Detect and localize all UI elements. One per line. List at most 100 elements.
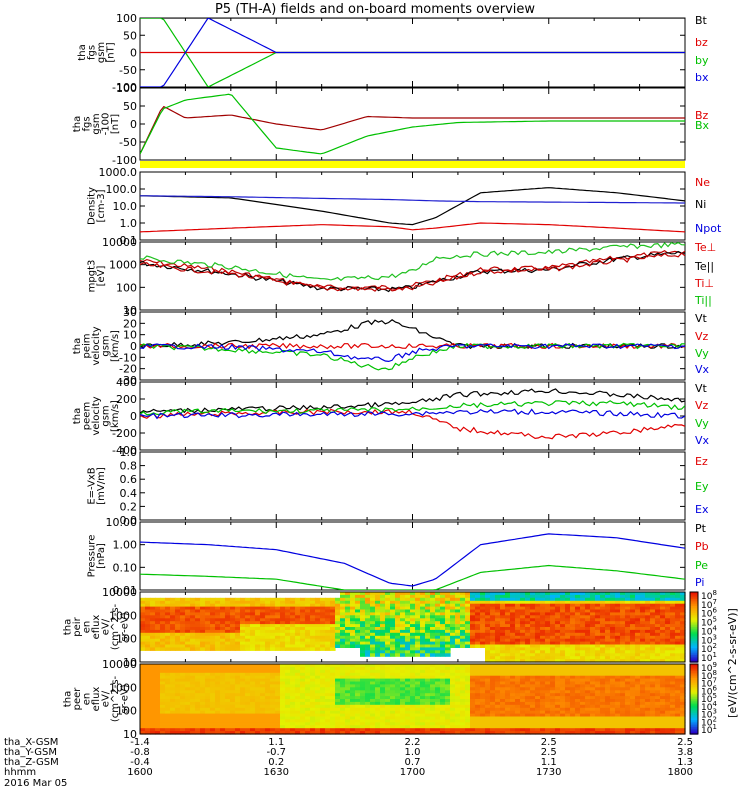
- y-tick-label: 0.1: [120, 234, 138, 247]
- x-gsm-value: 1.1: [268, 737, 284, 748]
- y-axis-label: Density: [86, 187, 97, 225]
- y-axis-label: sr-eV): [120, 684, 131, 713]
- series-Ne: [140, 222, 685, 233]
- y-tick-label: 100.0: [106, 183, 138, 196]
- y-axis-label: tha: [72, 408, 83, 424]
- legend-Te: Te⊥: [694, 241, 716, 254]
- y-tick-label: -100: [112, 154, 137, 167]
- y-axis-label: [nT]: [105, 42, 116, 62]
- y-tick-label: 1.00: [113, 539, 138, 552]
- y-tick-label: 50: [123, 29, 137, 42]
- y-tick-label: 0.8: [120, 460, 138, 473]
- y-tick-label: 20: [123, 317, 137, 330]
- series-group-density: [140, 187, 685, 233]
- y-axis-label: gsm: [101, 335, 112, 356]
- series-bx: [140, 18, 685, 87]
- series-Bx: [140, 93, 685, 155]
- series-Ni: [140, 187, 685, 226]
- panel-vel_peim: 3020100-10-20-30thapeimvelocitygsm[km/s]…: [72, 306, 710, 387]
- legend-Pt: Pt: [695, 522, 707, 535]
- y-axis-label: peir: [72, 616, 83, 636]
- legend-Bx: Bx: [695, 119, 710, 132]
- time-tick-label: 1800: [668, 767, 693, 778]
- y-tick-label: 200: [116, 393, 137, 406]
- x-row-label: tha_Y-GSM: [4, 747, 57, 758]
- panel-temp: 10000 1000 100 10 mpgt3[eV] Te⊥ Te|| Ti⊥ Ti||: [86, 236, 716, 317]
- y-tick-label: 1000: [109, 681, 137, 694]
- series-Pe: [140, 564, 685, 590]
- y-axis-label: Pressure: [86, 535, 97, 578]
- y-tick-label: -100: [112, 81, 137, 94]
- y-tick-label: 0: [130, 47, 137, 60]
- legend-Pi: Pi: [695, 576, 704, 589]
- y-axis-label: en: [82, 621, 93, 634]
- y-tick-label: 100: [116, 705, 137, 718]
- x-row-label: hhmm: [4, 767, 36, 778]
- legend-bx: bx: [695, 71, 709, 84]
- y-axis-label: peem: [82, 402, 93, 430]
- heatmap-frame: [139, 663, 686, 735]
- y-tick-label: -400: [112, 444, 137, 457]
- y-axis-label: tha: [63, 691, 74, 707]
- y-tick-label: 50: [123, 100, 137, 113]
- time-tick-label: 1730: [536, 767, 561, 778]
- y-tick-label: 10: [123, 329, 137, 342]
- y-gsm-value: 1.0: [405, 747, 421, 758]
- series-group-pressure: [140, 533, 685, 590]
- y-tick-label: 1.0: [120, 217, 138, 230]
- y-tick-label: 400: [116, 376, 137, 389]
- y-axis-label: gsm: [96, 42, 107, 63]
- y-axis-label: eV/: [101, 690, 112, 707]
- series-Vy: [140, 400, 685, 416]
- y-tick-label: 0.10: [113, 561, 138, 574]
- y-tick-label: 1000.0: [99, 166, 138, 179]
- y-tick-label: 10000: [102, 236, 137, 249]
- panel-frame: [139, 451, 686, 521]
- y-axis-label: (cm^2-s-: [110, 603, 121, 650]
- y-tick-label: 0: [130, 118, 137, 131]
- legend-Vt: Vt: [695, 382, 708, 395]
- series-Ti: [140, 242, 685, 282]
- legend-Ti: Ti⊥: [694, 277, 714, 290]
- x-row-label: tha_Z-GSM: [4, 757, 59, 768]
- y-axis-label: eflux: [91, 615, 102, 640]
- z-gsm-value: 1.3: [677, 757, 693, 768]
- y-axis-label: mpgt3: [86, 260, 97, 293]
- x-gsm-value: 2.2: [405, 737, 421, 748]
- y-tick-label: 100: [116, 12, 137, 25]
- y-tick-label: -10: [119, 351, 137, 364]
- legend-Ez: Ez: [695, 455, 708, 468]
- y-tick-label: 100: [116, 633, 137, 646]
- legend-Vx: Vx: [695, 363, 710, 376]
- y-tick-label: 1000: [109, 259, 137, 272]
- y-axis-label: velocity: [91, 396, 102, 435]
- y-axis-label: eflux: [91, 687, 102, 712]
- x-row-label: 2016 Mar 05: [4, 778, 67, 789]
- panel-frame: [139, 241, 686, 311]
- legend-Bz: Bz: [695, 109, 709, 122]
- y-tick-label: -200: [112, 427, 137, 440]
- y-axis-label: [nT]: [110, 114, 121, 134]
- heatmap-frame: [139, 591, 686, 663]
- legend-Te: Te||: [694, 260, 714, 273]
- y-tick-label: 1.0: [120, 446, 138, 459]
- y-tick-label: 0.01: [113, 584, 138, 597]
- y-tick-label: 0.0: [120, 514, 138, 527]
- heatmap-spec_peir: [139, 591, 686, 663]
- y-tick-label: 100: [116, 281, 137, 294]
- y-tick-label: 0.6: [120, 473, 138, 486]
- legend-Vz: Vz: [695, 399, 709, 412]
- y-tick-label: -30: [119, 374, 137, 387]
- y-tick-label: 30: [123, 306, 137, 319]
- y-axis-label: tha: [72, 338, 83, 354]
- y-tick-label: 10.0: [113, 200, 138, 213]
- y-tick-label: 0.4: [120, 487, 138, 500]
- series-group-fgs_dsl: [140, 93, 685, 155]
- y-tick-label: 10.00: [106, 516, 138, 529]
- series-Vx: [140, 408, 685, 420]
- x-gsm-value: 2.5: [541, 737, 557, 748]
- y-axis-label: peim: [82, 333, 93, 358]
- x-gsm-value: -1.4: [130, 737, 150, 748]
